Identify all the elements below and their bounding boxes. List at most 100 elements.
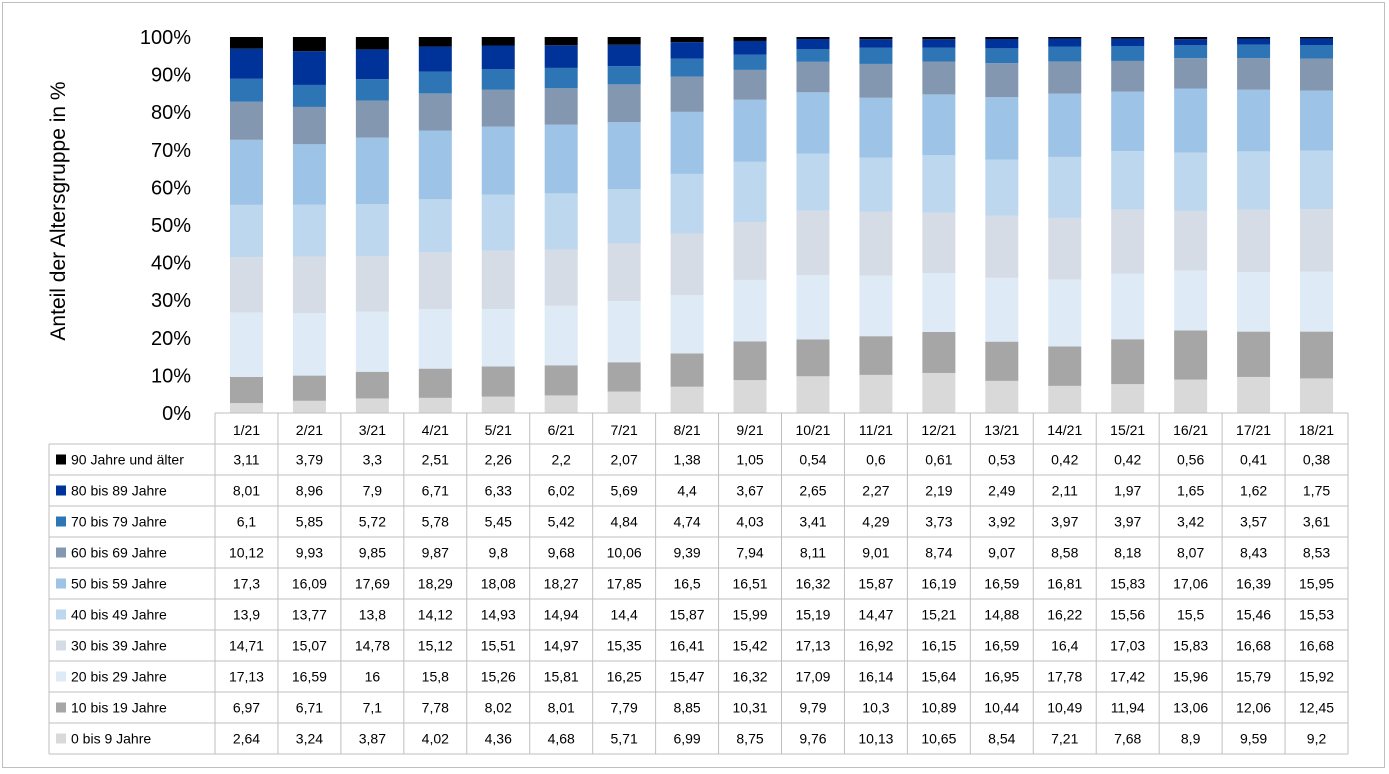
- y-axis-title-group: Anteil der Altersgruppe in %: [47, 81, 70, 340]
- data-label: 17,42: [1110, 669, 1145, 685]
- x-tick-label: 2/21: [296, 422, 323, 438]
- data-label: 16,59: [292, 669, 327, 685]
- bar-segment: [1048, 346, 1082, 386]
- data-label: 8,01: [233, 483, 260, 499]
- data-label: 8,96: [296, 483, 323, 499]
- data-label: 0,6: [866, 452, 886, 468]
- legend-label: 0 bis 9 Jahre: [71, 731, 151, 747]
- bar-segment: [922, 273, 956, 333]
- data-label: 8,53: [1303, 545, 1330, 561]
- bar-segment: [796, 339, 830, 377]
- bar-segment: [607, 243, 641, 302]
- x-tick-label: 5/21: [485, 422, 512, 438]
- data-label: 1,62: [1240, 483, 1267, 499]
- data-label: 2,27: [862, 483, 889, 499]
- bar-segment: [1048, 156, 1082, 218]
- bar-segment: [670, 295, 704, 354]
- data-label: 4,29: [862, 514, 889, 530]
- bar-segment: [1300, 150, 1334, 210]
- legend-label: 90 Jahre und älter: [71, 452, 184, 468]
- bar-segment: [1048, 37, 1082, 39]
- data-label: 2,49: [988, 483, 1015, 499]
- bar-segment: [292, 144, 326, 205]
- bar-segment: [1111, 273, 1145, 340]
- bar-segment: [733, 69, 767, 100]
- data-label: 3,97: [1051, 514, 1078, 530]
- data-label: 5,78: [422, 514, 449, 530]
- bar-segment: [292, 204, 326, 257]
- bar-segment: [922, 155, 956, 213]
- x-tick-label: 15/21: [1110, 422, 1145, 438]
- data-label: 16,81: [1047, 576, 1082, 592]
- data-label: 15,07: [292, 638, 327, 654]
- bar-segment: [985, 48, 1019, 64]
- data-label: 1,97: [1114, 483, 1141, 499]
- bar-segment: [292, 51, 326, 85]
- x-tick-label: 10/21: [795, 422, 830, 438]
- data-label: 16,32: [795, 576, 830, 592]
- data-label: 2,26: [485, 452, 512, 468]
- data-label: 3,67: [736, 483, 763, 499]
- data-label: 15,26: [481, 669, 516, 685]
- bar-segment: [481, 69, 515, 90]
- data-label: 16,59: [984, 576, 1019, 592]
- data-label: 9,76: [799, 731, 826, 747]
- data-label: 14,94: [544, 607, 579, 623]
- bar-segment: [1048, 279, 1082, 347]
- data-label: 9,85: [359, 545, 386, 561]
- data-label: 8,54: [988, 731, 1015, 747]
- bar-segment: [544, 249, 578, 306]
- bar-segment: [481, 366, 515, 397]
- bar-segment: [1111, 38, 1145, 46]
- y-tick-label: 60%: [151, 177, 191, 199]
- data-label: 6,02: [548, 483, 575, 499]
- y-tick-label: 20%: [151, 328, 191, 350]
- data-label: 8,43: [1240, 545, 1267, 561]
- data-label: 16,92: [858, 638, 893, 654]
- data-label: 16,15: [921, 638, 956, 654]
- bar-segment: [481, 45, 515, 70]
- data-label: 16,95: [984, 669, 1019, 685]
- bar-segment: [859, 37, 893, 40]
- bar-segment: [418, 130, 452, 200]
- data-label: 16,39: [1236, 576, 1271, 592]
- bar-segment: [607, 37, 641, 45]
- data-label: 3,42: [1177, 514, 1204, 530]
- data-label: 10,49: [1047, 700, 1082, 716]
- stacked-bar-chart: Anteil der Altersgruppe in % 0% 10% 20% 30%…: [47, 27, 1349, 755]
- bar-segment: [544, 67, 578, 89]
- data-label: 15,95: [1299, 576, 1334, 592]
- data-label: 8,85: [673, 700, 700, 716]
- bar-segment: [1174, 152, 1208, 211]
- bar-segment: [607, 362, 641, 392]
- bar-segment: [859, 374, 893, 413]
- bar-segment: [418, 252, 452, 310]
- legend-label: 10 bis 19 Jahre: [71, 700, 167, 716]
- data-label: 17,03: [1110, 638, 1145, 654]
- data-label: 2,64: [233, 731, 260, 747]
- bar-segment: [607, 189, 641, 244]
- bar-segment: [1300, 378, 1334, 413]
- data-label: 15,81: [544, 669, 579, 685]
- data-label: 2,65: [799, 483, 826, 499]
- data-label: 8,74: [925, 545, 952, 561]
- data-label: 9,68: [548, 545, 575, 561]
- legend-label: 50 bis 59 Jahre: [71, 576, 167, 592]
- y-tick-label: 70%: [151, 140, 191, 162]
- data-label: 14,97: [544, 638, 579, 654]
- data-label: 9,59: [1240, 731, 1267, 747]
- bar-segment: [229, 101, 263, 140]
- bar-segment: [292, 106, 326, 145]
- data-label: 7,94: [736, 545, 763, 561]
- data-label: 16,25: [607, 669, 642, 685]
- bar-segment: [670, 42, 704, 59]
- data-label: 16: [365, 669, 381, 685]
- x-tick-label: 17/21: [1236, 422, 1271, 438]
- x-tick-label: 3/21: [359, 422, 386, 438]
- data-label: 0,38: [1303, 452, 1330, 468]
- data-label: 10,65: [921, 731, 956, 747]
- bar-segment: [1237, 89, 1271, 152]
- data-label: 3,57: [1240, 514, 1267, 530]
- bar-segment: [1048, 38, 1082, 47]
- data-label: 9,39: [673, 545, 700, 561]
